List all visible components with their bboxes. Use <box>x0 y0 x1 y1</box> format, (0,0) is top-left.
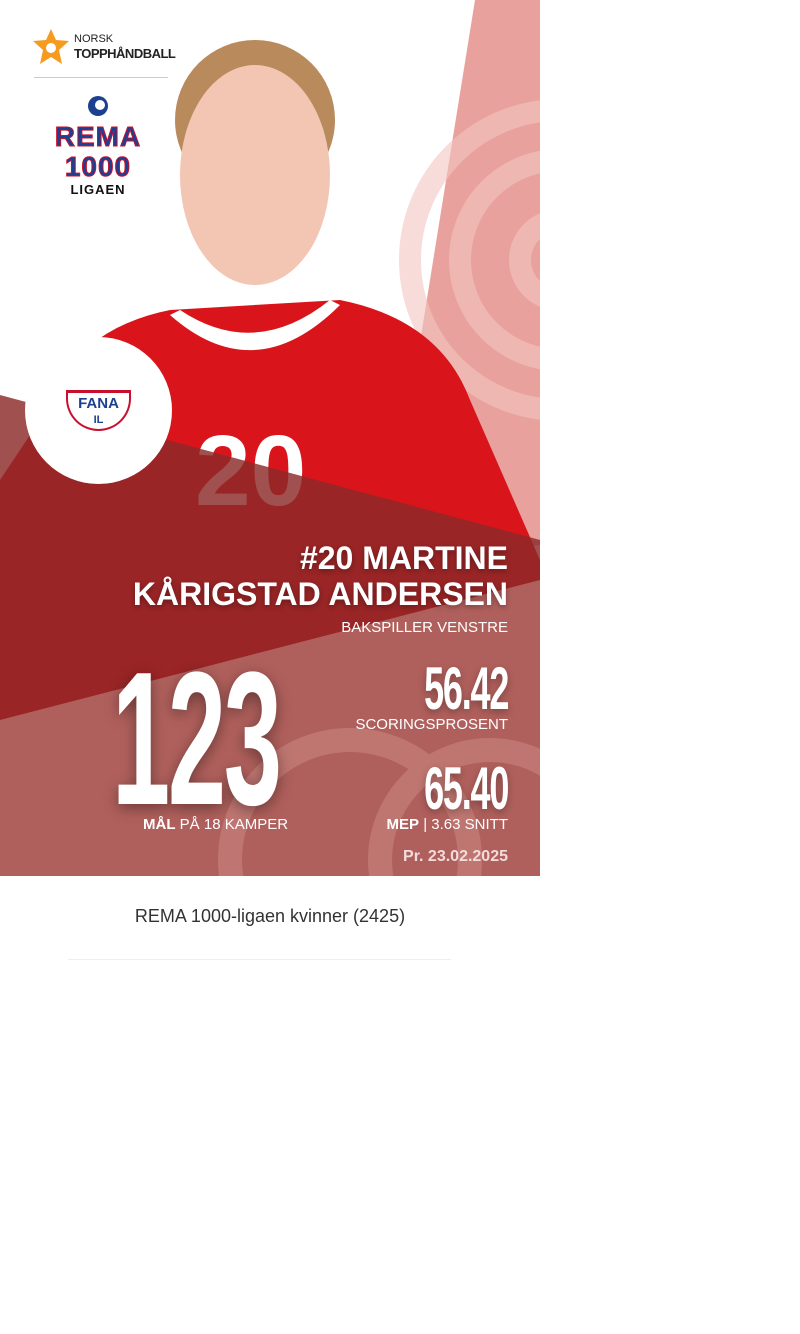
scoring-pct-label: SCORINGSPROSENT <box>355 716 508 733</box>
mep-label-text: | 3.63 SNITT <box>423 816 508 833</box>
norsk-topphandball-logo: NORSK TOPPHÅNDBALL <box>32 28 176 66</box>
stats-date: Pr. 23.02.2025 <box>403 848 508 865</box>
player-name: #20 MARTINE KÅRIGSTAD ANDERSEN <box>133 540 508 612</box>
star-logo-icon <box>33 29 69 64</box>
eagle-icon <box>88 96 108 116</box>
brand-norsk: NORSK <box>74 33 114 45</box>
mep-value: 65.40 <box>423 755 509 822</box>
mep-label-bold: MEP <box>386 816 420 833</box>
goals-value: 123 <box>112 633 282 845</box>
rema-1000-ligaen-logo: REMA 1000 LIGAEN <box>50 95 146 198</box>
goals-label: MÅL PÅ 18 KAMPER <box>143 816 288 834</box>
league-title: REMA 1000-ligaen kvinner (2425) <box>134 906 406 926</box>
arc-pattern <box>218 728 540 876</box>
divider <box>68 959 451 960</box>
scoring-pct-value: 56.42 <box>423 655 509 722</box>
rema-text: REMA <box>54 121 142 152</box>
goals-label-bold: MÅL <box>143 816 176 833</box>
rema-1000-text: 1000 <box>64 151 132 182</box>
circle-pattern <box>399 100 540 420</box>
club-sub: IL <box>93 414 104 426</box>
logo-divider <box>34 77 168 78</box>
goals-label-text: PÅ 18 KAMPER <box>179 816 289 833</box>
player-name-line1: #20 MARTINE <box>299 540 508 576</box>
ligaen-text: LIGAEN <box>70 182 126 197</box>
brand-topphandball: TOPPHÅNDBALL <box>74 46 176 61</box>
player-position: BAKSPILLER VENSTRE <box>341 619 508 636</box>
club-name: FANA <box>78 395 119 412</box>
club-badge: FANA IL <box>25 337 172 484</box>
mep-label: MEP | 3.63 SNITT <box>387 816 508 834</box>
player-name-line2: KÅRIGSTAD ANDERSEN <box>132 576 508 612</box>
